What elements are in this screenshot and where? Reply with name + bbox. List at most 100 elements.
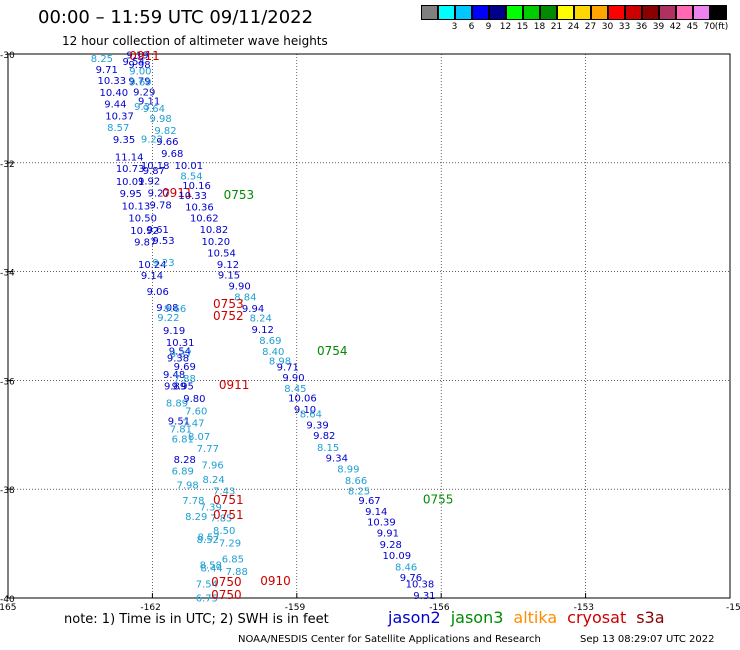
wave-height-label: 9.87 <box>143 166 165 177</box>
wave-height-label: 10.06 <box>288 394 317 405</box>
wave-height-label: 9.14 <box>141 271 163 282</box>
wave-height-label: 10.62 <box>190 214 219 225</box>
wave-height-label: 9.44 <box>104 99 126 110</box>
wave-height-label: 10.24 <box>138 260 167 271</box>
credit-line: NOAA/NESDIS Center for Satellite Applica… <box>238 634 541 645</box>
wave-height-label: 9.91 <box>377 529 399 540</box>
pass-time-label: 0911 <box>129 49 160 63</box>
wave-height-label: 9.80 <box>183 394 205 405</box>
lat-tick-label: -34 <box>0 269 15 279</box>
wave-height-label: 7.96 <box>201 461 223 472</box>
pass-time-label: 0751 <box>213 493 244 507</box>
wave-height-label: 9.11 <box>138 97 160 108</box>
colorbar-label: 6 <box>468 22 475 32</box>
legend-item-cryosat: cryosat <box>567 608 627 627</box>
colorbar-swatch <box>710 5 727 20</box>
wave-height-label: 9.31 <box>413 591 435 602</box>
wave-height-label: 6.75 <box>196 593 218 604</box>
wave-height-label: 6.81 <box>172 434 194 445</box>
wave-height-label: 8.28 <box>174 455 196 466</box>
wave-height-label: 10.36 <box>185 203 214 214</box>
wave-height-label: 9.89 <box>164 382 186 393</box>
colorbar-label: 24 <box>567 22 580 32</box>
wave-height-label: 9.95 <box>120 189 142 200</box>
wave-height-label: 9.64 <box>143 104 165 115</box>
wave-height-label: 9.95 <box>172 382 194 393</box>
legend-item-jason3: jason3 <box>450 608 504 627</box>
wave-height-label: 10.20 <box>201 237 230 248</box>
wave-height-label: 10.73 <box>116 164 145 175</box>
generated-timestamp: Sep 13 08:29:07 UTC 2022 <box>580 634 715 645</box>
wave-height-label: 9.34 <box>326 453 348 464</box>
wave-height-label: 9.37 <box>170 350 192 361</box>
wave-height-label: 9.90 <box>282 373 304 384</box>
wave-height-label: 10.38 <box>406 580 435 591</box>
wave-height-label: 8.99 <box>337 464 359 475</box>
wave-height-label: 10.92 <box>130 226 159 237</box>
colorbar-label: 9 <box>485 22 492 32</box>
wave-height-label: 9.82 <box>154 126 176 137</box>
colorbar-label: 27 <box>584 22 597 32</box>
colorbar-swatch <box>693 5 710 20</box>
wave-height-label: 9.19 <box>163 326 185 337</box>
page-subtitle: 12 hour collection of altimeter wave hei… <box>62 34 328 48</box>
wave-height-label: 9.92 <box>138 177 160 188</box>
wave-height-label: 9.12 <box>252 325 274 336</box>
legend-item-jason2: jason2 <box>388 608 441 627</box>
wave-height-label: 10.33 <box>98 76 127 87</box>
wave-height-label: 8.15 <box>317 443 339 454</box>
wave-height-label: 10.31 <box>166 338 195 349</box>
wave-height-label: 9.98 <box>150 114 172 125</box>
wave-height-label: 8.07 <box>188 432 210 443</box>
wave-height-label: 9.23 <box>152 258 174 269</box>
wave-height-label: 8.98 <box>269 357 291 368</box>
pass-time-label: 0752 <box>213 309 244 323</box>
wave-height-label: 9.39 <box>306 420 328 431</box>
lon-tick-label: -162 <box>140 603 160 613</box>
wave-height-label: 7.77 <box>197 444 219 455</box>
wave-height-label: 9.10 <box>294 405 316 416</box>
colorbar-swatch <box>489 5 506 20</box>
colorbar-label: 70 <box>703 22 716 32</box>
wave-height-label: 7.54 <box>196 580 218 591</box>
pass-time-label: 0754 <box>317 344 348 358</box>
wave-height-label: 7.98 <box>176 481 198 492</box>
wave-height-label: 9.15 <box>218 271 240 282</box>
wave-height-label: 9.82 <box>313 431 335 442</box>
wave-height-label: 8.25 <box>91 54 113 65</box>
wave-height-label: 8.84 <box>234 292 256 303</box>
wave-height-label: 10.39 <box>367 518 396 529</box>
wave-height-label: 7.39 <box>200 502 222 513</box>
wave-height-label: 9.51 <box>168 416 190 427</box>
colorbar-unit: (ft) <box>714 22 729 32</box>
wave-height-label: 7.43 <box>213 487 235 498</box>
wave-height-label: 9.38 <box>167 353 189 364</box>
wave-height-label: 9.29 <box>133 87 155 98</box>
wave-height-label: 9.12 <box>217 260 239 271</box>
wave-height-label: 8.44 <box>201 563 223 574</box>
pass-time-label: 0750 <box>211 588 242 602</box>
colorbar-swatch <box>472 5 489 20</box>
wave-height-label: 10.37 <box>105 111 134 122</box>
legend-item-s3a: s3a <box>636 608 665 627</box>
wave-height-label: 7.47 <box>182 419 204 430</box>
colorbar-label: 42 <box>669 22 682 32</box>
colorbar-swatch <box>642 5 659 20</box>
wave-height-label: 9.98 <box>128 60 150 71</box>
wave-height-label: 10.50 <box>128 214 157 225</box>
wave-height-label: 10.13 <box>122 202 151 213</box>
lat-tick-label: -32 <box>0 160 15 170</box>
lon-tick-label: -159 <box>285 603 306 613</box>
wave-height-label: 9.66 <box>156 137 178 148</box>
wave-height-label: 9.06 <box>147 287 169 298</box>
wave-height-label: 8.89 <box>166 399 188 410</box>
wave-height-label: 8.64 <box>300 409 322 420</box>
wave-height-label: 8.50 <box>213 526 235 537</box>
colorbar-label: 36 <box>635 22 648 32</box>
wave-height-label: 9.78 <box>150 200 172 211</box>
wave-height-label: 9.66 <box>164 304 186 315</box>
wave-height-label: 9.48 <box>163 370 185 381</box>
wave-height-label: 9.54 <box>169 346 191 357</box>
wave-height-label: 9.76 <box>400 573 422 584</box>
wave-height-label: 6.85 <box>222 555 244 566</box>
